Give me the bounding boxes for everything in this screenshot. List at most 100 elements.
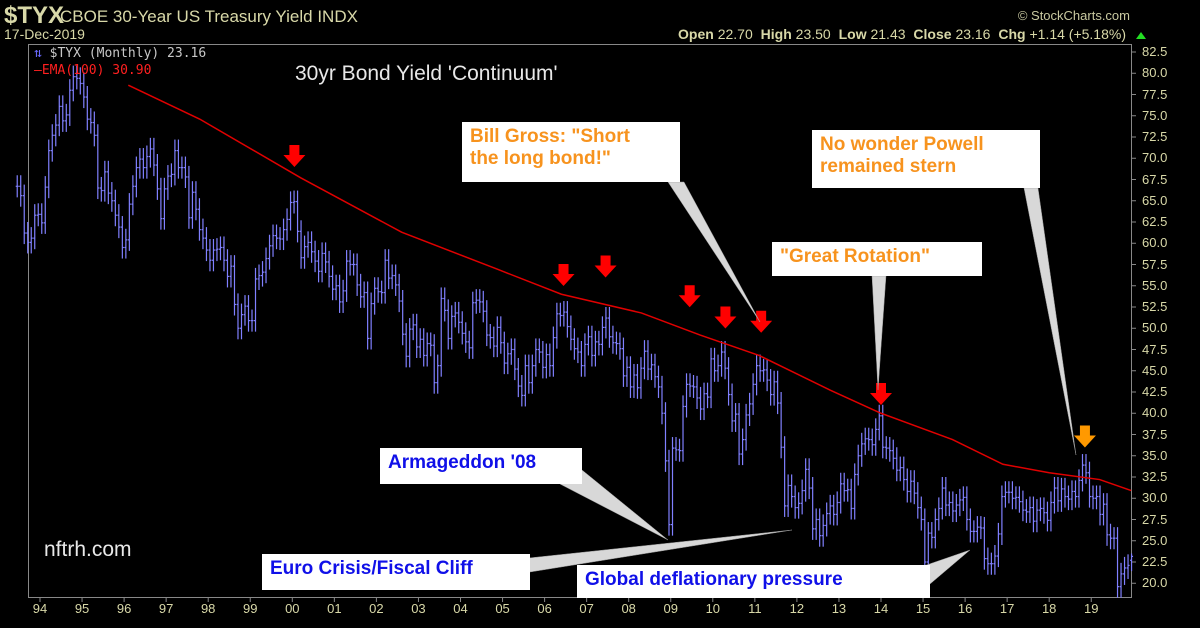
- ohlc-bar: [713, 347, 717, 382]
- ohlc-bar: [338, 274, 342, 313]
- watermark: nftrh.com: [44, 538, 132, 561]
- ohlc-bar: [117, 204, 121, 239]
- annotation-powell: No wonder Powell remained stern: [812, 130, 1040, 188]
- ohlc-bar: [842, 472, 846, 502]
- ohlc-bar: [183, 156, 187, 188]
- y-tick-label: 72.5: [1142, 129, 1168, 144]
- ohlc-bar: [29, 227, 33, 254]
- ohlc-bar: [373, 277, 377, 315]
- ohlc-bar: [436, 354, 440, 394]
- ohlc-bar: [457, 301, 461, 334]
- ohlc-bar: [383, 249, 387, 304]
- ohlc-bar: [527, 354, 531, 394]
- ohlc-bar: [127, 193, 131, 251]
- ohlc-bar: [432, 334, 436, 394]
- ohlc-bar: [124, 228, 128, 259]
- ohlc-bar: [478, 289, 482, 313]
- ohlc-bar: [348, 250, 352, 276]
- ohlc-bar: [1031, 496, 1035, 533]
- ohlc-bar: [215, 238, 219, 262]
- ohlc-bar: [839, 472, 843, 514]
- ohlc-bar: [250, 309, 254, 332]
- ohlc-bar: [75, 65, 79, 90]
- ohlc-bar: [565, 301, 569, 338]
- ohlc-bar: [933, 508, 937, 549]
- ohlc-bar: [695, 375, 699, 409]
- ohlc-bar: [327, 250, 331, 288]
- ohlc-bar: [141, 148, 145, 179]
- ohlc-bar: [443, 287, 447, 322]
- ohlc-bar: [783, 436, 787, 517]
- ohlc-bar: [61, 95, 65, 132]
- ohlc-bar: [954, 494, 958, 523]
- red-down-arrow-icon: [714, 306, 737, 329]
- ohlc-bar: [19, 175, 23, 207]
- ohlc-bar: [120, 216, 124, 259]
- ohlc-bar: [47, 139, 51, 199]
- ohlc-bar: [1014, 486, 1018, 510]
- ohlc-bar: [902, 456, 906, 491]
- ohlc-bar: [450, 305, 454, 350]
- ohlc-bar: [1119, 562, 1123, 598]
- ohlc-bar: [411, 313, 415, 341]
- x-tick-label: 10: [705, 601, 721, 616]
- red-down-arrow-icon: [870, 383, 892, 405]
- ohlc-bar: [1017, 486, 1021, 513]
- ohlc-bar: [618, 332, 622, 360]
- ohlc-bar: [1003, 481, 1007, 508]
- ohlc-bar: [254, 267, 258, 332]
- ohlc-bar: [961, 486, 965, 511]
- ohlc-bar: [856, 444, 860, 486]
- x-tick-label: 09: [663, 601, 678, 616]
- ohlc-bar: [727, 357, 731, 406]
- annotation-armageddon: Armageddon '08: [380, 448, 582, 484]
- ohlc-bar: [1073, 480, 1077, 508]
- ohlc-bar: [863, 427, 867, 455]
- ohlc-bar: [1028, 496, 1032, 523]
- ohlc-bar: [190, 181, 194, 229]
- ohlc-bar: [509, 338, 513, 365]
- ohlc-bars: [15, 65, 1134, 598]
- ohlc-bar: [204, 227, 208, 262]
- ohlc-bar: [867, 427, 871, 451]
- legend-ema-text: EMA(100) 30.90: [41, 63, 152, 78]
- ohlc-bar: [944, 477, 948, 517]
- ohlc-bar: [401, 290, 405, 346]
- ohlc-bar: [642, 340, 646, 380]
- legend-price-text: $TYX (Monthly) 23.16: [49, 46, 207, 61]
- ohlc-bar: [621, 337, 625, 387]
- x-tick-label: 18: [1041, 601, 1057, 616]
- ohlc-bar: [299, 220, 303, 269]
- ohlc-bar: [264, 247, 268, 284]
- y-tick-label: 77.5: [1142, 86, 1168, 102]
- low-label: Low: [838, 26, 867, 42]
- ohlc-bar: [996, 522, 1000, 568]
- ohlc-bar: [853, 463, 857, 520]
- y-tick-label: 37.5: [1142, 426, 1168, 442]
- ohlc-bar: [884, 436, 888, 460]
- ohlc-bar: [614, 331, 618, 355]
- ohlc-bar: [334, 274, 338, 301]
- ohlc-bar: [699, 386, 703, 421]
- ohlc-bar: [275, 224, 279, 250]
- ohlc-bar: [835, 491, 839, 526]
- chg-value: +1.14 (+5.18%): [1029, 26, 1126, 42]
- ohlc-bar: [576, 337, 580, 364]
- ohlc-bar: [590, 325, 594, 367]
- ohlc-bar: [169, 163, 173, 188]
- ohlc-bar: [975, 516, 979, 543]
- y-tick-label: 60.0: [1142, 235, 1168, 251]
- ohlc-bar: [145, 145, 149, 179]
- instrument-name: CBOE 30-Year US Treasury Yield INDX: [60, 7, 358, 26]
- tail-bill-gross: [667, 181, 761, 323]
- y-tick-label: 80.0: [1142, 65, 1168, 81]
- ohlc-bar: [597, 330, 601, 356]
- ohlc-bar: [306, 231, 310, 258]
- ohlc-bar: [1087, 461, 1091, 508]
- ohlc-bar: [716, 354, 720, 382]
- ohlc-bar: [271, 224, 275, 257]
- ohlc-bar: [709, 347, 713, 409]
- ohlc-bar: [26, 222, 30, 254]
- ohlc-bar: [912, 470, 916, 505]
- ohlc-bar: [730, 383, 734, 432]
